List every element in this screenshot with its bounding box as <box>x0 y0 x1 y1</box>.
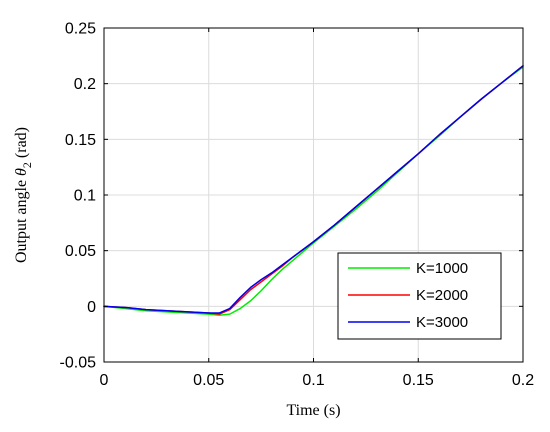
legend-entries: K=1000 K=2000 K=3000 <box>348 260 468 331</box>
grid <box>104 28 523 362</box>
y-tick-label: 0.1 <box>74 188 96 205</box>
x-tick-label: 0.05 <box>193 372 224 389</box>
y-axis-label-subscript: 2 <box>20 162 34 168</box>
y-tick-label: 0.05 <box>65 243 96 260</box>
legend: K=1000 K=2000 K=3000 <box>337 252 502 340</box>
x-tick-label: 0.2 <box>512 372 534 389</box>
y-tick-label: 0.15 <box>65 132 96 149</box>
series-line-k-1000 <box>103 66 524 316</box>
y-tick-label: -0.05 <box>60 355 97 372</box>
axis-ticks <box>103 27 524 363</box>
legend-label-k-3000: K=3000 <box>416 314 468 331</box>
y-axis-label-suffix: (rad) <box>13 127 30 162</box>
x-tick-label: 0 <box>100 372 109 389</box>
y-axis-label: Output angle θ2 (rad) <box>13 127 34 263</box>
y-tick-label: 0.2 <box>74 76 96 93</box>
y-axis-label-prefix: Output angle <box>13 176 30 263</box>
legend-label-k-1000: K=1000 <box>416 260 468 277</box>
series-lines <box>103 65 524 316</box>
x-tick-label: 0.15 <box>403 372 434 389</box>
y-tick-label: 0.25 <box>65 21 96 38</box>
y-tick-labels: -0.05 0 0.05 0.1 0.15 0.2 0.25 <box>60 21 97 372</box>
legend-label-k-2000: K=2000 <box>416 287 468 304</box>
x-axis-label: Time (s) <box>286 402 340 419</box>
x-tick-label: 0.1 <box>302 372 324 389</box>
series-line-k-3000 <box>103 65 524 314</box>
y-axis-label-symbol: θ <box>13 168 30 176</box>
y-tick-label: 0 <box>87 299 96 316</box>
x-tick-labels: 0 0.05 0.1 0.15 0.2 <box>100 372 535 389</box>
